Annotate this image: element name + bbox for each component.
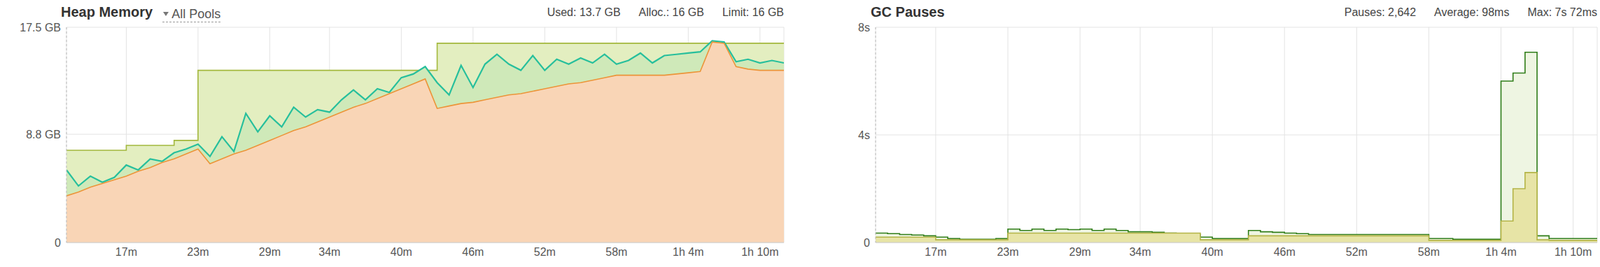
svg-text:40m: 40m [1201, 246, 1224, 259]
html-text:Heap Memory: Heap Memory [60, 4, 153, 20]
html-text:GC Pauses: GC Pauses [870, 4, 945, 20]
html-text:Alloc.: 16 GB: Alloc.: 16 GB [638, 6, 705, 19]
svg-text:17m: 17m [115, 246, 138, 259]
svg-text:0: 0 [863, 237, 870, 250]
svg-text:46m: 46m [461, 246, 484, 259]
svg-text:17.5 GB: 17.5 GB [19, 21, 61, 34]
svg-text:29m: 29m [258, 246, 281, 259]
svg-text:8.8 GB: 8.8 GB [25, 128, 61, 141]
html-text:Max: 7s 72ms: Max: 7s 72ms [1527, 6, 1598, 19]
svg-text:1h 4m: 1h 4m [1485, 246, 1517, 259]
svg-text:34m: 34m [1128, 246, 1151, 259]
html-text:Used: 13.7 GB: Used: 13.7 GB [547, 6, 621, 19]
svg-text:4s: 4s [858, 129, 870, 142]
svg-text:40m: 40m [390, 246, 413, 259]
svg-text:29m: 29m [1069, 246, 1092, 259]
html-text:Average: 98ms: Average: 98ms [1434, 6, 1510, 19]
svg-text:58m: 58m [1418, 246, 1440, 259]
svg-text:52m: 52m [1345, 246, 1368, 259]
svg-text:1h 10m: 1h 10m [1554, 246, 1592, 259]
svg-text:52m: 52m [534, 246, 556, 259]
html-text:All Pools: All Pools [171, 6, 221, 21]
svg-text:58m: 58m [605, 246, 628, 259]
svg-text:46m: 46m [1273, 246, 1296, 259]
svg-text:34m: 34m [318, 246, 341, 259]
html-text:Pauses: 2,642: Pauses: 2,642 [1344, 6, 1416, 19]
svg-text:17m: 17m [924, 246, 947, 259]
svg-text:23m: 23m [996, 246, 1019, 259]
svg-text:8s: 8s [858, 21, 870, 34]
svg-text:1h 10m: 1h 10m [741, 246, 779, 259]
svg-text:1h 4m: 1h 4m [672, 246, 704, 259]
svg-text:23m: 23m [186, 246, 209, 259]
html-text:Limit: 16 GB: Limit: 16 GB [722, 6, 784, 19]
svg-text:0: 0 [54, 237, 61, 250]
